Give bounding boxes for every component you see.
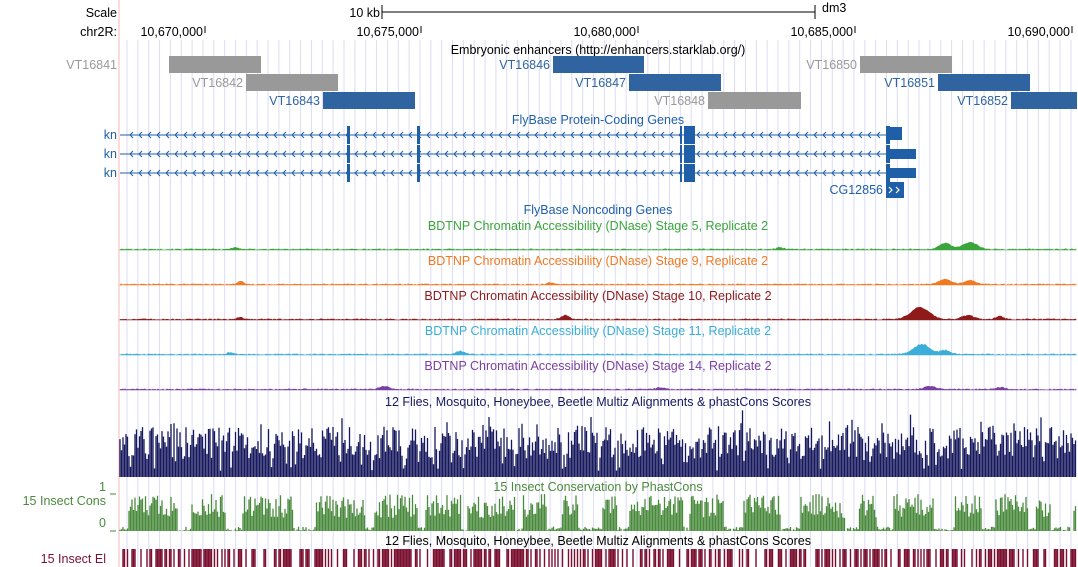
enhancer-feature[interactable] [1011,92,1077,109]
multiz-track[interactable]: 12 Flies, Mosquito, Honeybee, Beetle Mul… [119,395,1077,477]
enhancer-items: VT16841 VT16842 VT16843 VT16846 VT16847 VT168… [66,56,1077,109]
ruler-tick-label: 10,675,000 [356,25,419,39]
enhancer-feature[interactable] [938,74,1030,91]
multiz-signal [119,410,1077,477]
elements-track-title: 12 Flies, Mosquito, Honeybee, Beetle Mul… [385,534,811,548]
multiz-bars [119,410,1077,477]
elements-side-label: 15 Insect El [41,552,106,566]
assembly-label: dm3 [822,1,846,15]
enhancer-label: VT16846 [499,58,550,72]
enhancer-feature[interactable] [708,92,801,109]
dnase-signal [119,241,1077,251]
genes-track[interactable]: FlyBase Protein-Coding Genes kn kn kn CG128… [104,113,916,198]
dnase-track[interactable]: BDTNP Chromatin Accessibility (DNase) St… [119,219,1077,251]
ruler-tick-label: 10,680,000 [573,25,636,39]
enhancer-label: VT16843 [269,94,320,108]
cg12856-feature[interactable] [886,182,904,198]
gene-items: kn kn kn CG12856 [104,126,916,198]
ruler-tick-label: 10,690,000 [1007,25,1070,39]
enhancer-label: VT16847 [575,76,626,90]
dnase-track[interactable]: BDTNP Chromatin Accessibility (DNase) St… [119,324,1077,356]
phastcons-side-label: 15 Insect Cons [23,494,106,508]
transcript-label: kn [104,128,117,142]
dnase-signal [119,278,1077,286]
dnase-track-title: BDTNP Chromatin Accessibility (DNase) St… [428,254,768,268]
dnase-signal [119,343,1077,356]
dnase-track-title: BDTNP Chromatin Accessibility (DNase) St… [424,289,771,303]
phastcons-signal [119,494,1077,531]
enhancer-label: VT16842 [192,76,243,90]
dnase-track[interactable]: BDTNP Chromatin Accessibility (DNase) St… [119,254,1077,286]
vertical-gridlines [126,40,1072,567]
dnase-track[interactable]: BDTNP Chromatin Accessibility (DNase) St… [119,289,1077,321]
noncoding-track-title: FlyBase Noncoding Genes [524,203,673,217]
multiz-track-title: 12 Flies, Mosquito, Honeybee, Beetle Mul… [385,395,811,409]
dnase-track-title: BDTNP Chromatin Accessibility (DNase) St… [428,219,768,233]
enhancers-track[interactable]: Embryonic enhancers (http://enhancers.st… [66,43,1077,109]
enhancer-label: VT16851 [884,76,935,90]
phastcons-bars [119,494,1077,531]
enhancer-feature[interactable] [553,56,644,73]
chrom-label: chr2R: [80,25,117,39]
enhancer-label: VT16848 [654,94,705,108]
cg12856-label: CG12856 [829,183,883,197]
enhancer-label: VT16852 [957,94,1008,108]
phastcons-axis-min: 0 [99,516,106,530]
ruler-tick-label: 10,685,000 [790,25,853,39]
elements-track[interactable]: 12 Flies, Mosquito, Honeybee, Beetle Mul… [41,534,1077,567]
dnase-signal [119,385,1077,391]
ruler-track[interactable]: Scale chr2R: 10 kb dm3 10,670,000 10,675,… [80,1,1073,39]
dnase-tracks[interactable]: BDTNP Chromatin Accessibility (DNase) St… [119,219,1077,391]
dnase-signal [119,306,1077,321]
scale-bar-label: 10 kb [349,6,380,20]
enhancer-feature[interactable] [860,56,952,73]
transcript-label: kn [104,166,117,180]
ruler-tick-label: 10,670,000 [140,25,203,39]
transcript-kn[interactable] [120,145,916,163]
enhancers-track-title: Embryonic enhancers (http://enhancers.st… [451,43,746,57]
transcript-kn[interactable] [120,126,902,144]
dnase-track-title: BDTNP Chromatin Accessibility (DNase) St… [424,359,771,373]
genes-track-title: FlyBase Protein-Coding Genes [512,113,684,127]
enhancer-label: VT16850 [806,58,857,72]
dnase-track-title: BDTNP Chromatin Accessibility (DNase) St… [425,324,771,338]
transcript-kn[interactable] [120,164,916,182]
ruler-ticks: 10,670,000 10,675,000 10,680,000 10,685,000… [140,25,1073,39]
phastcons-track[interactable]: 15 Insect Conservation by PhastCons 15 I… [23,480,1077,532]
elements-bars [122,549,1077,567]
enhancer-feature[interactable] [629,74,721,91]
enhancer-feature[interactable] [169,56,261,73]
enhancer-label: VT16841 [66,58,117,72]
dnase-track[interactable]: BDTNP Chromatin Accessibility (DNase) St… [119,359,1077,391]
scale-label: Scale [86,6,117,20]
phastcons-track-title: 15 Insect Conservation by PhastCons [493,480,702,494]
elements-signal [122,549,1077,567]
phastcons-axis-max: 1 [99,480,106,494]
transcript-label: kn [104,147,117,161]
enhancer-feature[interactable] [246,74,338,91]
enhancer-feature[interactable] [323,92,415,109]
